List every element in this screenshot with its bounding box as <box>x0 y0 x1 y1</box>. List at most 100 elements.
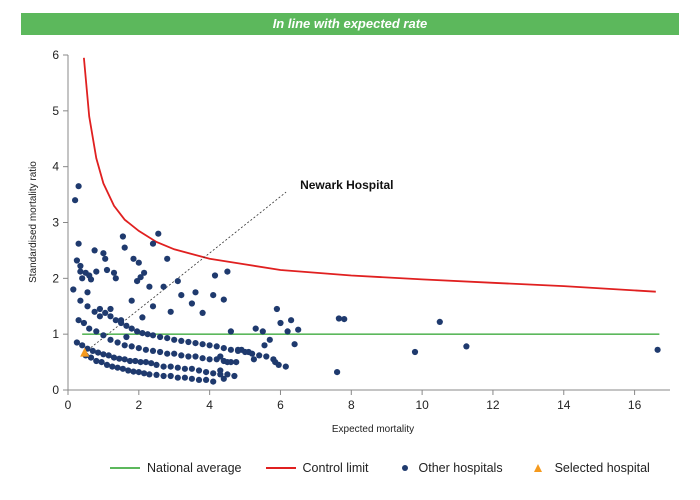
hospital-points <box>70 183 661 385</box>
legend-item-other: Other hospitals <box>393 461 503 475</box>
hospital-point <box>654 346 661 353</box>
hospital-point <box>167 372 174 380</box>
y-tick-label: 5 <box>52 104 59 118</box>
hospital-point <box>174 278 181 285</box>
x-axis-label: Expected mortality <box>332 424 414 435</box>
hospital-point <box>157 333 164 341</box>
hospital-point <box>181 374 188 381</box>
hospital-point <box>84 303 91 310</box>
hospital-point <box>70 286 77 293</box>
legend-selected-label: Selected hospital <box>554 461 650 475</box>
hospital-point <box>195 376 203 383</box>
hospital-point <box>77 297 84 304</box>
y-tick-label: 3 <box>52 216 59 230</box>
legend-national-line <box>110 467 140 469</box>
hospital-point <box>110 269 118 276</box>
hospital-point <box>160 372 167 380</box>
hospital-point <box>128 297 135 304</box>
hospital-point <box>411 348 419 356</box>
hospital-point <box>100 250 107 257</box>
annotation-label: Newark Hospital <box>300 178 393 192</box>
hospital-point <box>93 357 100 365</box>
hospital-point <box>137 359 144 366</box>
hospital-point <box>206 356 213 363</box>
status-banner: In line with expected rate <box>21 13 679 35</box>
hospital-point <box>203 376 210 383</box>
hospital-point <box>284 328 291 335</box>
hospital-point <box>100 332 107 339</box>
hospital-point <box>181 365 188 372</box>
hospital-point <box>335 315 342 322</box>
hospital-point <box>291 341 298 348</box>
hospital-point <box>259 328 266 335</box>
hospital-point <box>210 292 217 299</box>
hospital-point <box>75 317 82 324</box>
hospital-point <box>139 314 146 321</box>
hospital-point <box>123 322 130 329</box>
y-ticks: 0 1 2 3 4 5 6 <box>52 48 68 397</box>
hospital-point <box>217 367 224 374</box>
hospital-point <box>164 255 171 262</box>
axes <box>67 55 670 391</box>
hospital-point <box>142 359 149 366</box>
hospital-point <box>119 233 126 240</box>
hospital-point <box>155 230 162 237</box>
hospital-point <box>72 197 79 204</box>
x-tick-label: 12 <box>486 398 500 412</box>
hospital-point <box>135 259 142 266</box>
hospital-point <box>273 305 280 313</box>
x-tick-label: 4 <box>206 398 213 412</box>
hospital-point <box>141 370 148 377</box>
hospital-point <box>84 289 91 296</box>
hospital-point <box>217 353 224 360</box>
hospital-point <box>199 341 206 348</box>
hospital-point <box>134 278 141 285</box>
hospital-point <box>277 319 284 327</box>
hospital-point <box>98 359 105 366</box>
hospital-point <box>119 365 126 372</box>
hospital-point <box>93 328 100 335</box>
hospital-point <box>91 247 98 254</box>
hospital-point <box>238 346 245 353</box>
y-axis-label: Standardised mortality ratio <box>28 161 39 283</box>
hospital-point <box>95 349 102 356</box>
hospital-point <box>116 355 123 362</box>
hospital-point <box>130 255 137 262</box>
hospital-point <box>227 346 234 353</box>
hospital-point <box>188 300 195 307</box>
hospital-point <box>123 333 130 341</box>
x-tick-label: 2 <box>135 398 142 412</box>
hospital-point <box>96 313 103 320</box>
hospital-point <box>224 371 231 378</box>
hospital-point <box>96 305 103 313</box>
hospital-point <box>103 361 111 368</box>
hospital-point <box>126 357 134 365</box>
hospital-point <box>112 317 119 324</box>
hospital-point <box>157 348 164 356</box>
hospital-point <box>110 354 118 361</box>
hospital-point <box>121 356 128 363</box>
hospital-point <box>220 345 227 352</box>
hospital-point <box>118 319 125 327</box>
hospital-point <box>89 347 96 354</box>
hospital-point <box>160 363 167 370</box>
hospital-point <box>160 283 167 290</box>
hospital-point <box>79 342 86 349</box>
legend-item-control: Control limit <box>265 461 369 475</box>
legend-control-label: Control limit <box>302 461 369 475</box>
hospital-point <box>149 332 157 339</box>
hospital-point <box>249 350 256 357</box>
hospital-point <box>164 335 171 342</box>
hospital-point <box>149 347 157 354</box>
hospital-point <box>220 375 227 382</box>
hospital-point <box>134 328 141 335</box>
hospital-point <box>261 342 268 349</box>
annotation-leader-line <box>84 191 287 353</box>
hospital-point <box>141 269 148 276</box>
hospital-point <box>199 309 206 316</box>
hospital-point <box>174 364 181 371</box>
hospital-point <box>80 319 87 327</box>
hospital-point <box>107 336 114 343</box>
hospital-point <box>107 305 114 313</box>
